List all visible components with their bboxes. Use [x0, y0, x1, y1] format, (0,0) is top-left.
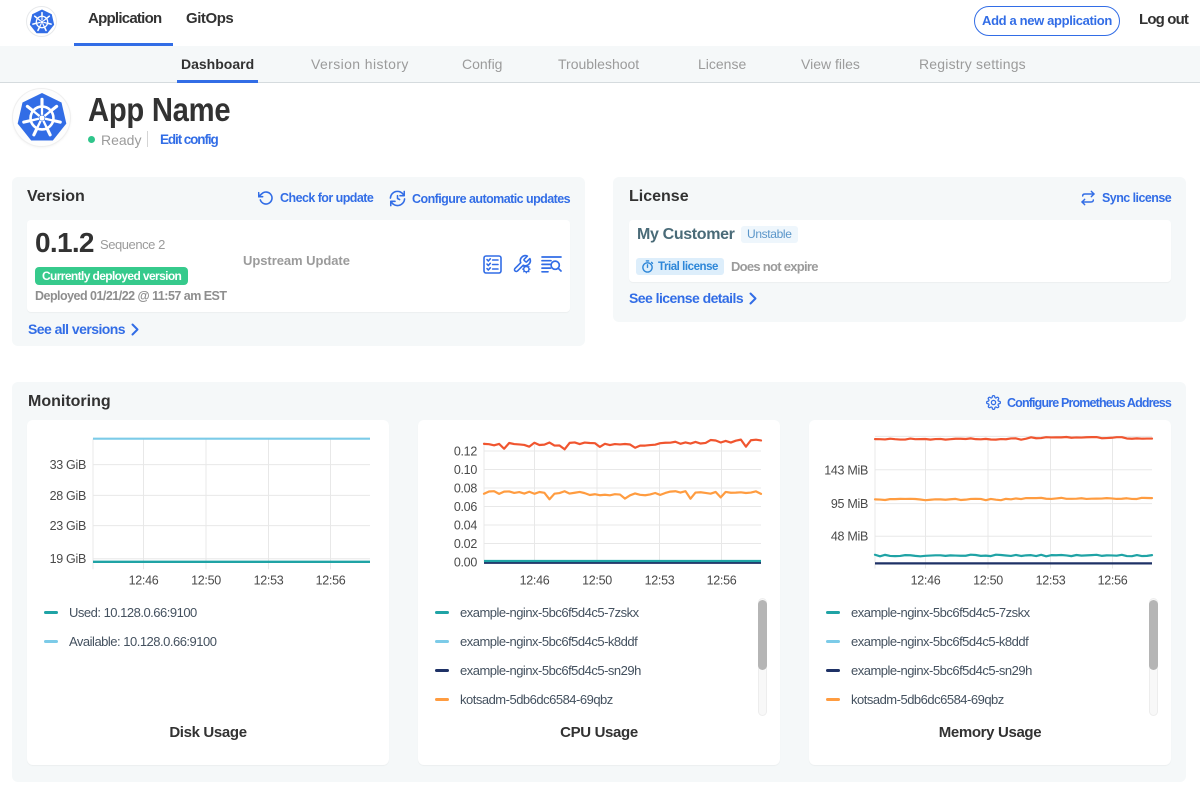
svg-text:12:56: 12:56 — [316, 574, 346, 588]
svg-text:12:46: 12:46 — [520, 574, 550, 588]
svg-text:28 GiB: 28 GiB — [50, 489, 86, 503]
svg-text:0.10: 0.10 — [454, 463, 477, 477]
svg-text:12:50: 12:50 — [973, 574, 1003, 588]
svg-text:12:56: 12:56 — [707, 574, 737, 588]
svg-text:23 GiB: 23 GiB — [50, 519, 86, 533]
svg-text:12:53: 12:53 — [1036, 574, 1066, 588]
svg-text:0.02: 0.02 — [454, 537, 477, 551]
svg-text:143 MiB: 143 MiB — [824, 463, 868, 477]
svg-text:12:46: 12:46 — [129, 574, 159, 588]
svg-text:19 GiB: 19 GiB — [50, 552, 86, 566]
svg-text:0.08: 0.08 — [454, 482, 477, 496]
svg-text:12:53: 12:53 — [254, 574, 284, 588]
svg-text:12:50: 12:50 — [582, 574, 612, 588]
svg-text:0.06: 0.06 — [454, 500, 477, 514]
svg-text:12:50: 12:50 — [191, 574, 221, 588]
svg-text:12:53: 12:53 — [645, 574, 675, 588]
svg-text:33 GiB: 33 GiB — [50, 458, 86, 472]
svg-text:0.00: 0.00 — [454, 556, 477, 570]
svg-text:12:46: 12:46 — [911, 574, 941, 588]
svg-text:12:56: 12:56 — [1098, 574, 1128, 588]
svg-text:48 MiB: 48 MiB — [831, 530, 868, 544]
svg-text:95 MiB: 95 MiB — [831, 497, 868, 511]
svg-text:0.12: 0.12 — [454, 445, 477, 459]
svg-text:0.04: 0.04 — [454, 519, 477, 533]
